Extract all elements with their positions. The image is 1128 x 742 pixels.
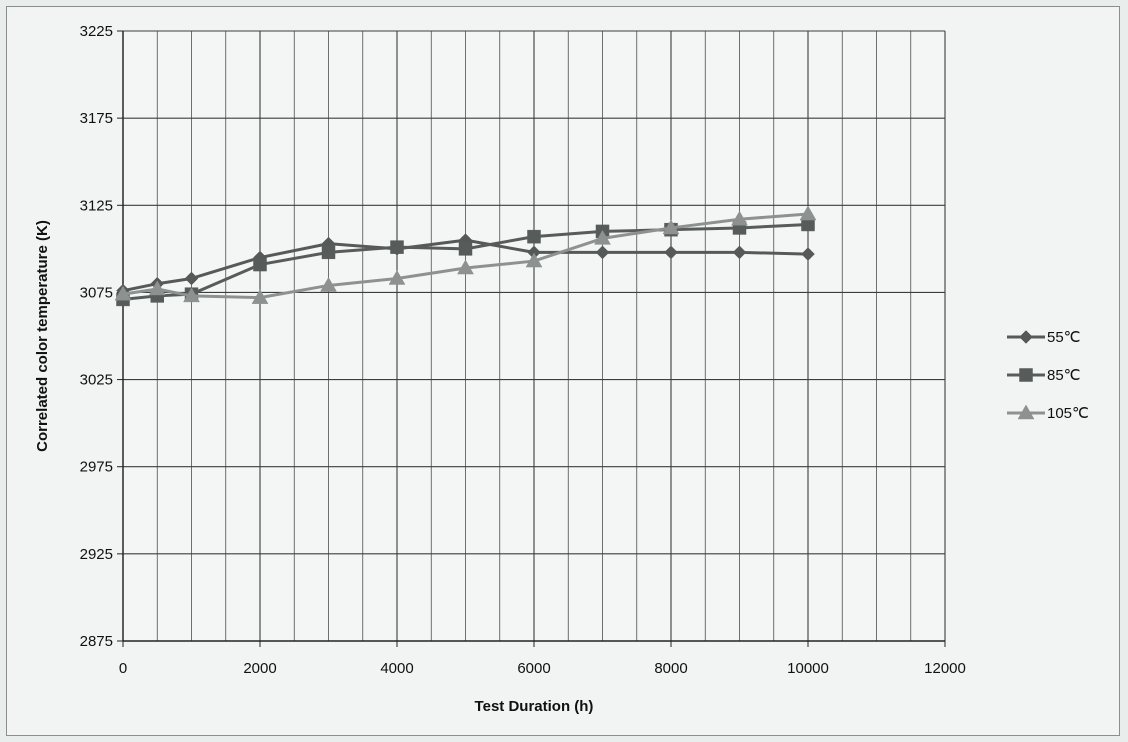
x-tick-label: 12000 xyxy=(924,660,966,677)
x-tick-label: 2000 xyxy=(243,660,276,677)
y-tick-label: 3125 xyxy=(80,197,113,214)
y-tick-label: 3225 xyxy=(80,23,113,40)
legend-item: 85℃ xyxy=(1007,367,1081,384)
legend-label: 85℃ xyxy=(1047,367,1081,384)
data-point xyxy=(664,245,678,260)
series-3 xyxy=(114,205,817,304)
y-axis-title: Correlated color temperature (K) xyxy=(34,220,51,452)
legend-marker xyxy=(1017,404,1035,420)
legend-label: 105℃ xyxy=(1047,405,1089,422)
data-point xyxy=(457,259,474,275)
y-tick-label: 2925 xyxy=(80,546,113,563)
axis-layer: 2875 2925 2975 3025 3075 3125 3175 3225 0 2000 400… xyxy=(34,23,966,715)
y-tick-label: 3075 xyxy=(80,284,113,301)
data-point xyxy=(662,219,680,235)
y-tick-label: 2875 xyxy=(80,633,113,650)
legend-label: 55℃ xyxy=(1047,329,1081,346)
x-tick-label: 6000 xyxy=(517,660,550,677)
y-tick-label: 2975 xyxy=(80,459,113,476)
data-point xyxy=(388,269,406,285)
data-point xyxy=(525,252,543,268)
data-point xyxy=(321,245,336,260)
y-tick-label: 3025 xyxy=(80,372,113,389)
data-point xyxy=(184,271,199,286)
x-tick-label: 0 xyxy=(119,660,127,677)
x-tick-label: 4000 xyxy=(380,660,413,677)
x-tick-label: 10000 xyxy=(787,660,829,677)
data-point xyxy=(594,229,611,245)
data-point xyxy=(458,242,473,256)
chart-svg: 2875 2925 2975 3025 3075 3125 3175 3225 0 2000 400… xyxy=(34,23,1089,715)
legend-marker xyxy=(1019,368,1033,382)
data-point xyxy=(731,210,748,226)
legend-item: 55℃ xyxy=(1007,329,1081,346)
legend-marker xyxy=(1019,330,1033,344)
series-line xyxy=(122,212,809,300)
x-tick-label: 8000 xyxy=(654,660,687,677)
data-point xyxy=(114,285,132,301)
data-point xyxy=(799,205,817,221)
data-point xyxy=(390,240,404,254)
data-point xyxy=(320,276,337,292)
legend-item: 105℃ xyxy=(1007,404,1089,422)
data-point xyxy=(801,247,815,261)
y-tick-label: 3175 xyxy=(80,110,113,127)
x-axis-title: Test Duration (h) xyxy=(475,698,594,715)
chart-frame: 2875 2925 2975 3025 3075 3125 3175 3225 0 2000 400… xyxy=(6,6,1120,736)
data-point xyxy=(732,245,747,260)
data-point xyxy=(253,257,267,272)
data-point xyxy=(251,289,269,304)
data-point xyxy=(595,245,610,260)
series-layer xyxy=(114,205,817,307)
legend-layer: 55℃ 85℃ 105℃ xyxy=(1007,329,1089,422)
data-point xyxy=(148,280,166,296)
data-point xyxy=(183,287,200,303)
grid-layer xyxy=(122,30,946,642)
data-point xyxy=(527,229,541,244)
